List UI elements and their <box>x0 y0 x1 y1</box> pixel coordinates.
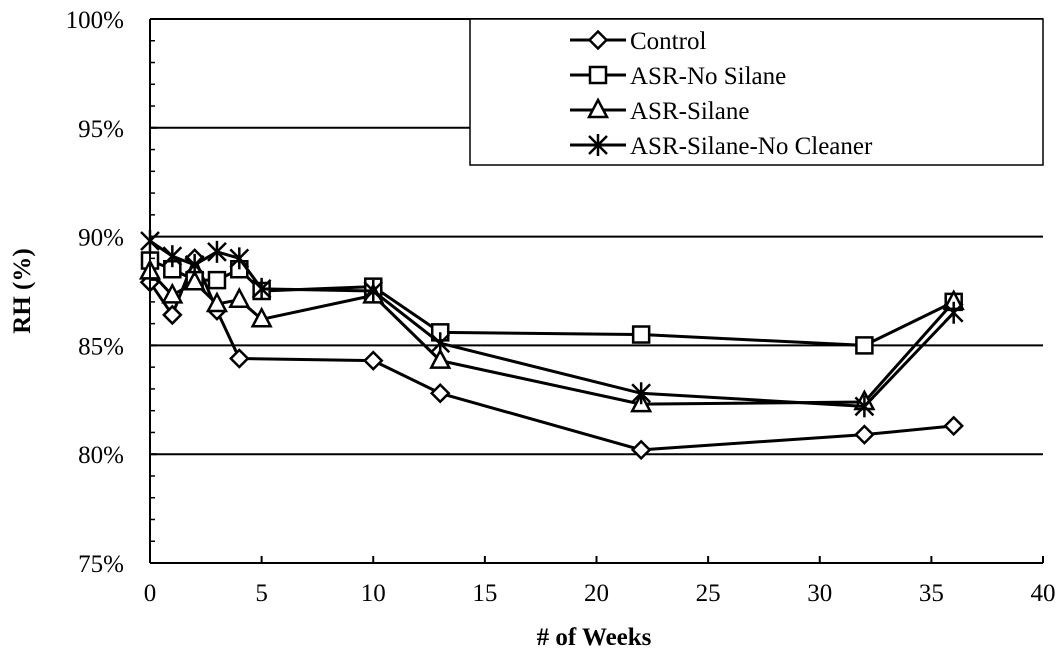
legend-label-asr-silane-no-cleaner: ASR-Silane-No Cleaner <box>630 133 873 160</box>
point-asr-silane-2 <box>183 269 206 291</box>
point-asr-silane-1 <box>161 282 184 304</box>
point-asr-silane-no-cleaner-7 <box>430 332 451 355</box>
y-tick-label-90: 90% <box>78 225 124 252</box>
x-tick-label-40: 40 <box>1031 580 1056 607</box>
legend-marker-asr-silane <box>586 97 610 119</box>
point-asr-silane-4 <box>228 287 251 308</box>
series-asr-no-silane <box>140 251 963 355</box>
x-tick-label-35: 35 <box>919 580 944 607</box>
x-tick-label-15: 15 <box>472 580 497 607</box>
series-asr-silane-no-cleaner <box>140 229 964 418</box>
legend-marker-asr-no-silane <box>588 65 608 85</box>
point-asr-silane-no-cleaner-1 <box>162 245 183 268</box>
point-asr-silane-no-cleaner-8 <box>631 382 652 405</box>
point-control-5 <box>362 350 384 371</box>
series-layer <box>138 229 965 461</box>
point-asr-silane-no-cleaner-5 <box>251 277 272 300</box>
x-tick-label-10: 10 <box>361 580 386 607</box>
legend-label-asr-silane: ASR-Silane <box>630 98 749 125</box>
y-tick-label-95: 95% <box>78 116 124 143</box>
point-control-1 <box>162 304 183 326</box>
y-tick-label-75: 75% <box>78 551 124 578</box>
point-asr-no-silane-8 <box>631 325 651 344</box>
legend: Control ASR-No Silane ASR-Silane ASR-Silane… <box>469 18 1044 166</box>
point-control-7 <box>630 439 652 461</box>
point-control-6 <box>429 383 451 404</box>
x-tick-label-25: 25 <box>696 580 721 607</box>
series-asr-silane <box>138 258 965 413</box>
point-asr-silane-3 <box>205 291 229 313</box>
point-asr-silane-no-cleaner-10 <box>943 301 964 324</box>
y-axis-title: RH (%) <box>9 248 36 333</box>
series-line-asr-no-silane <box>149 259 955 347</box>
x-tick-label-30: 30 <box>807 580 832 607</box>
legend-marker-asr-silane-no-cleaner <box>588 134 608 156</box>
x-axis-title: # of Weeks <box>537 624 652 651</box>
legend-label-asr-no-silane: ASR-No Silane <box>630 63 786 90</box>
point-asr-silane-no-cleaner-4 <box>229 247 250 270</box>
point-control-8 <box>854 424 875 445</box>
point-asr-no-silane-3 <box>207 270 227 290</box>
x-tick-label-0: 0 <box>144 580 157 607</box>
x-tick-label-20: 20 <box>584 580 609 607</box>
legend-item-asr-silane: ASR-Silane <box>570 97 749 125</box>
x-tick-label-5: 5 <box>255 580 268 607</box>
legend-item-control: Control <box>570 28 706 55</box>
legend-item-asr-silane-no-cleaner: ASR-Silane-No Cleaner <box>570 133 873 160</box>
point-asr-silane-no-cleaner-6 <box>363 280 384 302</box>
point-asr-silane-7 <box>429 347 452 369</box>
point-control-9 <box>943 415 964 437</box>
series-line-control <box>148 256 954 452</box>
point-asr-silane-5 <box>250 306 273 328</box>
legend-box <box>469 18 1044 166</box>
y-tick-label-100: 100% <box>66 7 124 34</box>
legend-marker-control <box>587 29 609 51</box>
point-control-4 <box>229 348 250 369</box>
y-tick-label-85: 85% <box>78 333 124 360</box>
ticks: 75% 80% 85% 90% 95% 100% 0 5 10 15 20 25 30 35 40 <box>66 7 1056 607</box>
legend-item-asr-no-silane: ASR-No Silane <box>570 63 786 90</box>
legend-label-control: Control <box>630 28 706 55</box>
point-asr-silane-no-cleaner-9 <box>854 395 875 418</box>
point-asr-no-silane-9 <box>855 336 874 355</box>
series-control <box>139 248 964 461</box>
point-asr-silane-no-cleaner-2 <box>184 253 205 276</box>
point-asr-silane-no-cleaner-3 <box>207 240 227 263</box>
y-tick-label-80: 80% <box>78 442 124 469</box>
